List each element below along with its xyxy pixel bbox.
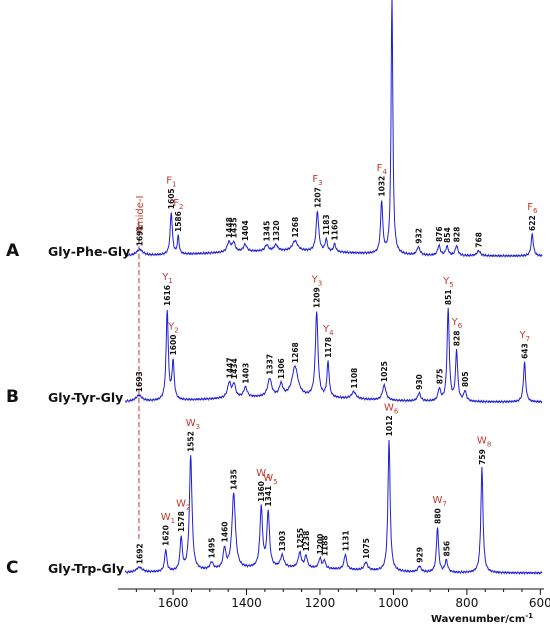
peak-label: 759 [478,449,487,465]
x-axis: 1600 1400 1200 1000 800 600 Wavenumber/cm-1 [118,588,550,625]
panel-letter: B [6,387,19,407]
peak-label: 1209 [313,287,322,308]
site-label: Y3 [311,274,323,287]
peak-label: 1012 [385,415,394,436]
peak-label: 768 [475,232,484,248]
x-tick-label: 600 [529,596,550,610]
peak-label: 1238 [302,531,311,552]
peak-label: 828 [453,227,462,243]
peak-label: 1306 [277,358,286,379]
site-label: Y6 [451,317,463,330]
site-label: F4 [377,163,388,176]
x-tick-label: 1000 [378,596,409,610]
spectrum-line-gly-tyr-gly [124,307,543,405]
peak-label: 851 [444,289,453,305]
peak-label: 880 [434,508,443,524]
peak-label: 1075 [362,538,371,559]
peak-label: 1320 [272,220,281,241]
peak-label: 1188 [320,535,329,556]
site-label: W3 [186,418,200,431]
peak-label: 1131 [341,530,350,551]
panel-letter: A [6,241,20,261]
peak-label: 1495 [208,537,217,558]
site-label: W7 [433,495,447,508]
spectrum-line-gly-trp-gly [124,439,543,576]
peak-label: 1303 [278,531,287,552]
peak-label: 1447 [225,357,234,378]
peak-label: 875 [435,369,444,385]
peak-label: 1207 [313,187,322,208]
peak-label: 1691 [136,225,145,246]
peak-label: 1552 [187,431,196,452]
peak-label: 1200 [316,534,325,555]
site-label: W6 [384,403,399,416]
x-axis-title: Wavenumber/cm-1 [431,612,533,625]
peak-label: 1404 [241,220,250,241]
site-label: Y1 [161,272,173,285]
peak-label: 930 [415,374,424,390]
peak-label: 1600 [169,335,178,356]
x-tick-label: 1400 [231,596,262,610]
peak-label: 643 [521,343,530,359]
x-tick-label: 1200 [305,596,336,610]
series-name: Gly-Trp-Gly [48,561,124,576]
peak-label: 1586 [174,211,183,232]
site-label: W8 [477,436,491,449]
peak-label: 1032 [378,176,387,197]
peak-label: 1460 [221,521,230,542]
peak-label: 1360 [257,481,266,502]
peak-label: 1108 [350,368,359,389]
peak-label: 856 [442,541,451,557]
site-label: F2 [173,198,183,211]
site-label: Y5 [442,276,454,289]
series-name: Gly-Phe-Gly [48,244,130,259]
peak-label: 1448 [225,217,234,238]
site-label: F1 [166,175,176,188]
peak-label: 1692 [135,543,144,564]
x-tick-label: 1600 [158,596,189,610]
series-name: Gly-Tyr-Gly [48,390,123,405]
site-label: F6 [527,202,538,215]
peak-label: 1435 [230,217,239,238]
peak-label: 622 [528,215,537,231]
site-label: W2 [176,498,190,511]
peak-label: 1268 [291,342,300,363]
peak-label: 1337 [266,354,275,375]
site-label: Y4 [322,324,334,337]
spectra-group [124,0,543,576]
peak-label: 854 [443,227,452,243]
peak-label: 1345 [263,221,272,242]
spectrum-line-gly-phe-gly [124,0,543,259]
peak-label: 1160 [331,220,340,241]
peak-label: 1183 [322,214,331,235]
peak-label: 1268 [291,217,300,238]
peak-label: 1434 [230,358,239,379]
peak-label: 1178 [324,337,333,358]
peak-label: 1693 [135,371,144,392]
peak-label: 1341 [264,486,273,507]
peak-label: 932 [414,228,423,244]
peak-label: 1578 [177,511,186,532]
site-label: Y2 [167,322,179,335]
site-label: Y7 [519,330,531,343]
peak-label: 1605 [167,188,176,209]
panel-letter: C [6,558,18,578]
x-tick-label: 800 [455,596,478,610]
peak-label: 1616 [163,285,172,306]
peak-label: 1620 [162,525,171,546]
site-label: F3 [312,174,322,187]
peak-label: 1255 [296,528,305,549]
peak-label: 1435 [230,469,239,490]
peak-label: 876 [435,226,444,242]
peak-label: 1025 [380,361,389,382]
peak-label: 1403 [241,363,250,384]
amide-i-label: Amide-I [135,196,146,234]
peak-labels-group: Amide-IA Gly-Phe-Gly16911605F11586F214481… [6,163,538,578]
site-label: W1 [161,512,175,525]
peak-label: 805 [461,371,470,387]
peak-label: 929 [416,547,425,563]
peak-label: 828 [453,331,462,347]
